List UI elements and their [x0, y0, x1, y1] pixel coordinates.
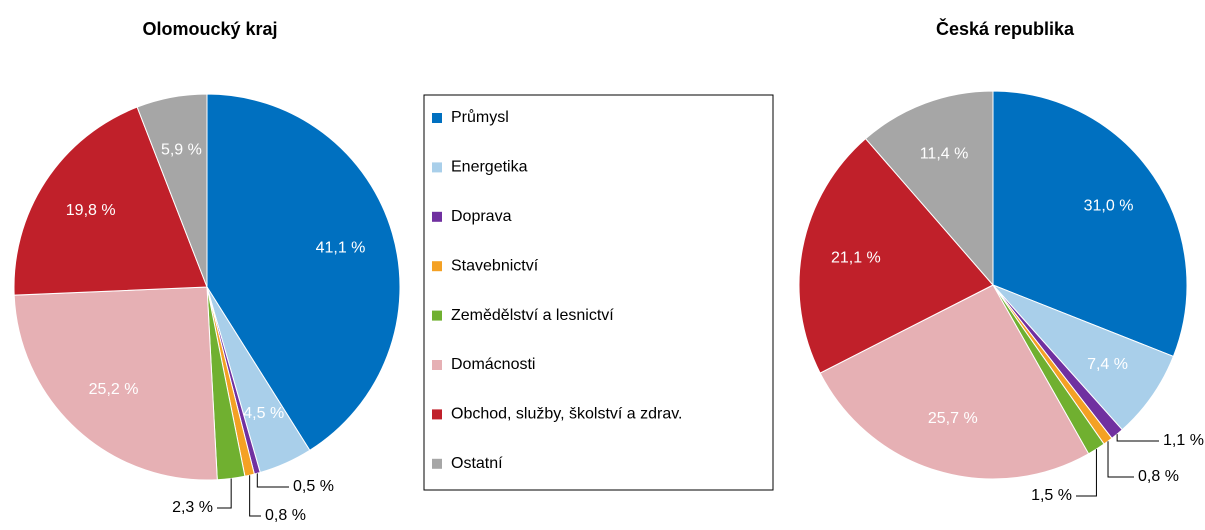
pie-slice: [206, 93, 401, 452]
data-label: 0,8 %: [1138, 468, 1179, 485]
legend-swatch: [432, 360, 442, 370]
data-label: 0,5 %: [293, 478, 334, 495]
pie-slice: [864, 90, 994, 287]
data-label: 41,1 %: [316, 240, 366, 257]
leader-line: [249, 475, 261, 517]
pie-slice: [992, 90, 1188, 358]
legend-label: Zemědělství a lesnictví: [451, 307, 614, 324]
leader-line: [217, 478, 232, 509]
pie-slice: [798, 137, 994, 374]
legend-label: Ostatní: [451, 455, 503, 472]
data-label: 25,2 %: [89, 381, 139, 398]
data-label: 25,7 %: [928, 410, 978, 427]
leader-line: [1116, 434, 1159, 442]
legend-label: Energetika: [451, 159, 528, 176]
data-label: 0,8 %: [265, 507, 306, 524]
data-label: 11,4 %: [920, 145, 969, 162]
data-label: 19,8 %: [66, 202, 116, 219]
data-label: 1,1 %: [1163, 432, 1204, 449]
chart-title: Olomoucký kraj: [142, 19, 277, 39]
pie-slice: [13, 286, 218, 481]
pie-slice: [13, 106, 208, 296]
data-label: 21,1 %: [831, 250, 881, 267]
leader-line: [256, 473, 289, 488]
pie-slice: [136, 93, 208, 288]
legend-label: Doprava: [451, 208, 512, 225]
legend-label: Domácnosti: [451, 356, 535, 373]
data-label: 5,9 %: [161, 142, 202, 159]
legend-swatch: [432, 261, 442, 272]
legend-swatch: [432, 458, 442, 469]
legend-swatch: [432, 211, 442, 222]
data-label: 1,5 %: [1031, 487, 1072, 504]
data-label: 4,5 %: [243, 405, 284, 422]
legend-label: Stavebnictví: [451, 257, 539, 274]
legend-swatch: [432, 162, 442, 173]
data-label: 7,4 %: [1087, 356, 1128, 373]
legend-swatch: [432, 113, 442, 123]
legend-box: [423, 94, 774, 491]
leader-line: [1076, 449, 1097, 497]
legend-swatch: [432, 310, 442, 321]
pie-slice: [819, 284, 1090, 480]
legend-label: Obchod, služby, školství a zdrav.: [451, 406, 683, 423]
data-label: 31,0 %: [1084, 198, 1134, 215]
leader-line: [1107, 441, 1134, 478]
legend-label: Průmysl: [451, 108, 509, 126]
data-label: 2,3 %: [172, 499, 213, 516]
chart-title: Česká republika: [936, 18, 1075, 39]
legend-swatch: [432, 409, 442, 420]
